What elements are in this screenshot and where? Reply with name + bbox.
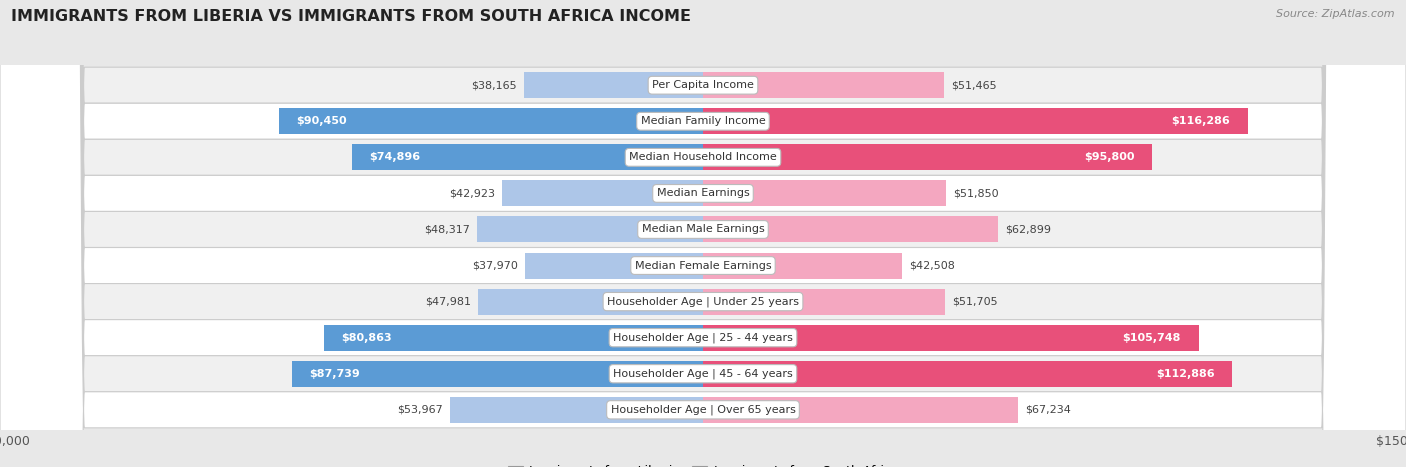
Text: $67,234: $67,234 — [1025, 405, 1071, 415]
Bar — [703, 361, 1232, 387]
Bar — [450, 397, 703, 423]
Text: $42,923: $42,923 — [449, 188, 495, 198]
Bar — [502, 180, 703, 206]
Text: $105,748: $105,748 — [1122, 333, 1181, 343]
Bar — [477, 217, 703, 242]
Bar — [703, 253, 903, 278]
Text: Median Family Income: Median Family Income — [641, 116, 765, 126]
Text: Householder Age | 45 - 64 years: Householder Age | 45 - 64 years — [613, 368, 793, 379]
Text: $51,705: $51,705 — [952, 297, 998, 307]
Text: Median Household Income: Median Household Income — [628, 152, 778, 163]
Bar — [524, 72, 703, 98]
Text: $74,896: $74,896 — [370, 152, 420, 163]
Bar — [703, 289, 945, 315]
Text: IMMIGRANTS FROM LIBERIA VS IMMIGRANTS FROM SOUTH AFRICA INCOME: IMMIGRANTS FROM LIBERIA VS IMMIGRANTS FR… — [11, 9, 692, 24]
Bar — [703, 108, 1249, 134]
Bar — [703, 144, 1152, 170]
Bar — [703, 397, 1018, 423]
Text: $51,465: $51,465 — [952, 80, 997, 90]
Text: $53,967: $53,967 — [398, 405, 443, 415]
Text: $80,863: $80,863 — [342, 333, 392, 343]
Bar — [703, 72, 945, 98]
Text: $42,508: $42,508 — [910, 261, 955, 270]
Bar — [478, 289, 703, 315]
Bar — [280, 108, 703, 134]
Text: $116,286: $116,286 — [1171, 116, 1230, 126]
Text: Per Capita Income: Per Capita Income — [652, 80, 754, 90]
Bar — [703, 180, 946, 206]
Text: Householder Age | Under 25 years: Householder Age | Under 25 years — [607, 297, 799, 307]
Text: $38,165: $38,165 — [471, 80, 517, 90]
Bar — [524, 253, 703, 278]
Text: Median Male Earnings: Median Male Earnings — [641, 225, 765, 234]
Text: $37,970: $37,970 — [472, 261, 517, 270]
Bar — [292, 361, 703, 387]
Text: Householder Age | 25 - 44 years: Householder Age | 25 - 44 years — [613, 333, 793, 343]
Bar — [323, 325, 703, 351]
Text: $48,317: $48,317 — [423, 225, 470, 234]
Text: Median Female Earnings: Median Female Earnings — [634, 261, 772, 270]
Text: $51,850: $51,850 — [953, 188, 998, 198]
Bar — [703, 325, 1198, 351]
Text: Householder Age | Over 65 years: Householder Age | Over 65 years — [610, 404, 796, 415]
Bar — [352, 144, 703, 170]
Text: $62,899: $62,899 — [1005, 225, 1050, 234]
Text: $87,739: $87,739 — [309, 369, 360, 379]
Text: $112,886: $112,886 — [1156, 369, 1215, 379]
Text: $90,450: $90,450 — [297, 116, 347, 126]
Text: $47,981: $47,981 — [425, 297, 471, 307]
Text: Median Earnings: Median Earnings — [657, 188, 749, 198]
Legend: Immigrants from Liberia, Immigrants from South Africa: Immigrants from Liberia, Immigrants from… — [502, 460, 904, 467]
Bar — [703, 217, 998, 242]
Text: $95,800: $95,800 — [1084, 152, 1135, 163]
Text: Source: ZipAtlas.com: Source: ZipAtlas.com — [1277, 9, 1395, 19]
